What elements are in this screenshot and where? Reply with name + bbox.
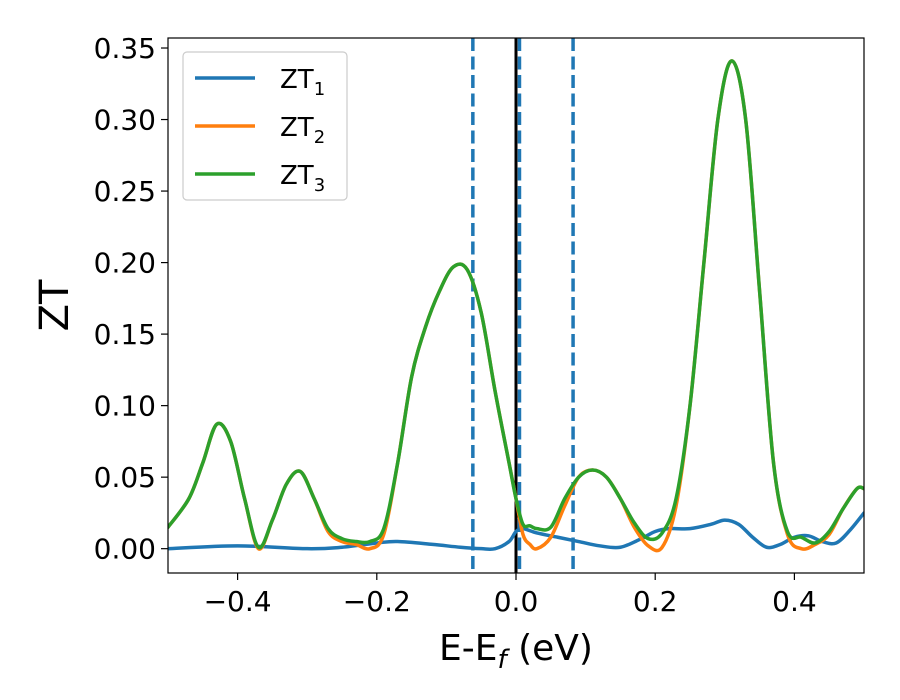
y-tick-label: 0.20 (94, 247, 156, 280)
y-tick-label: 0.15 (94, 318, 156, 351)
vertical-reference-lines (471, 38, 575, 573)
y-axis-ticks: 0.00 0.05 0.10 0.15 0.20 0.25 0.30 0.35 (94, 32, 168, 566)
y-axis-label: ZT (32, 279, 78, 331)
x-tick-label: −0.4 (204, 585, 272, 618)
x-tick-label: −0.2 (343, 585, 411, 618)
y-tick-label: 0.00 (94, 533, 156, 566)
x-tick-label: 0.0 (494, 585, 539, 618)
x-tick-label: 0.4 (772, 585, 817, 618)
x-axis-ticks: −0.4 −0.2 0.0 0.2 0.4 (204, 573, 817, 618)
legend: ZT1 ZT2 ZT3 (182, 51, 348, 201)
series-line-zt1 (168, 511, 864, 552)
legend-label-zt3: ZT3 (280, 161, 325, 196)
y-tick-label: 0.25 (94, 175, 156, 208)
series-line-zt3 (168, 59, 864, 550)
series-lines (168, 59, 864, 553)
y-tick-label: 0.05 (94, 461, 156, 494)
y-tick-label: 0.35 (94, 32, 156, 65)
y-tick-label: 0.30 (94, 104, 156, 137)
legend-box (182, 51, 348, 201)
x-axis-label-main: E-E (439, 628, 497, 669)
x-tick-label: 0.2 (633, 585, 678, 618)
y-tick-label: 0.10 (94, 390, 156, 423)
x-axis-label-unit: (eV) (507, 628, 593, 669)
x-axis-label: E-Ef (eV) (439, 628, 593, 675)
legend-label-zt2: ZT2 (280, 113, 325, 148)
legend-label-zt1: ZT1 (280, 65, 325, 100)
